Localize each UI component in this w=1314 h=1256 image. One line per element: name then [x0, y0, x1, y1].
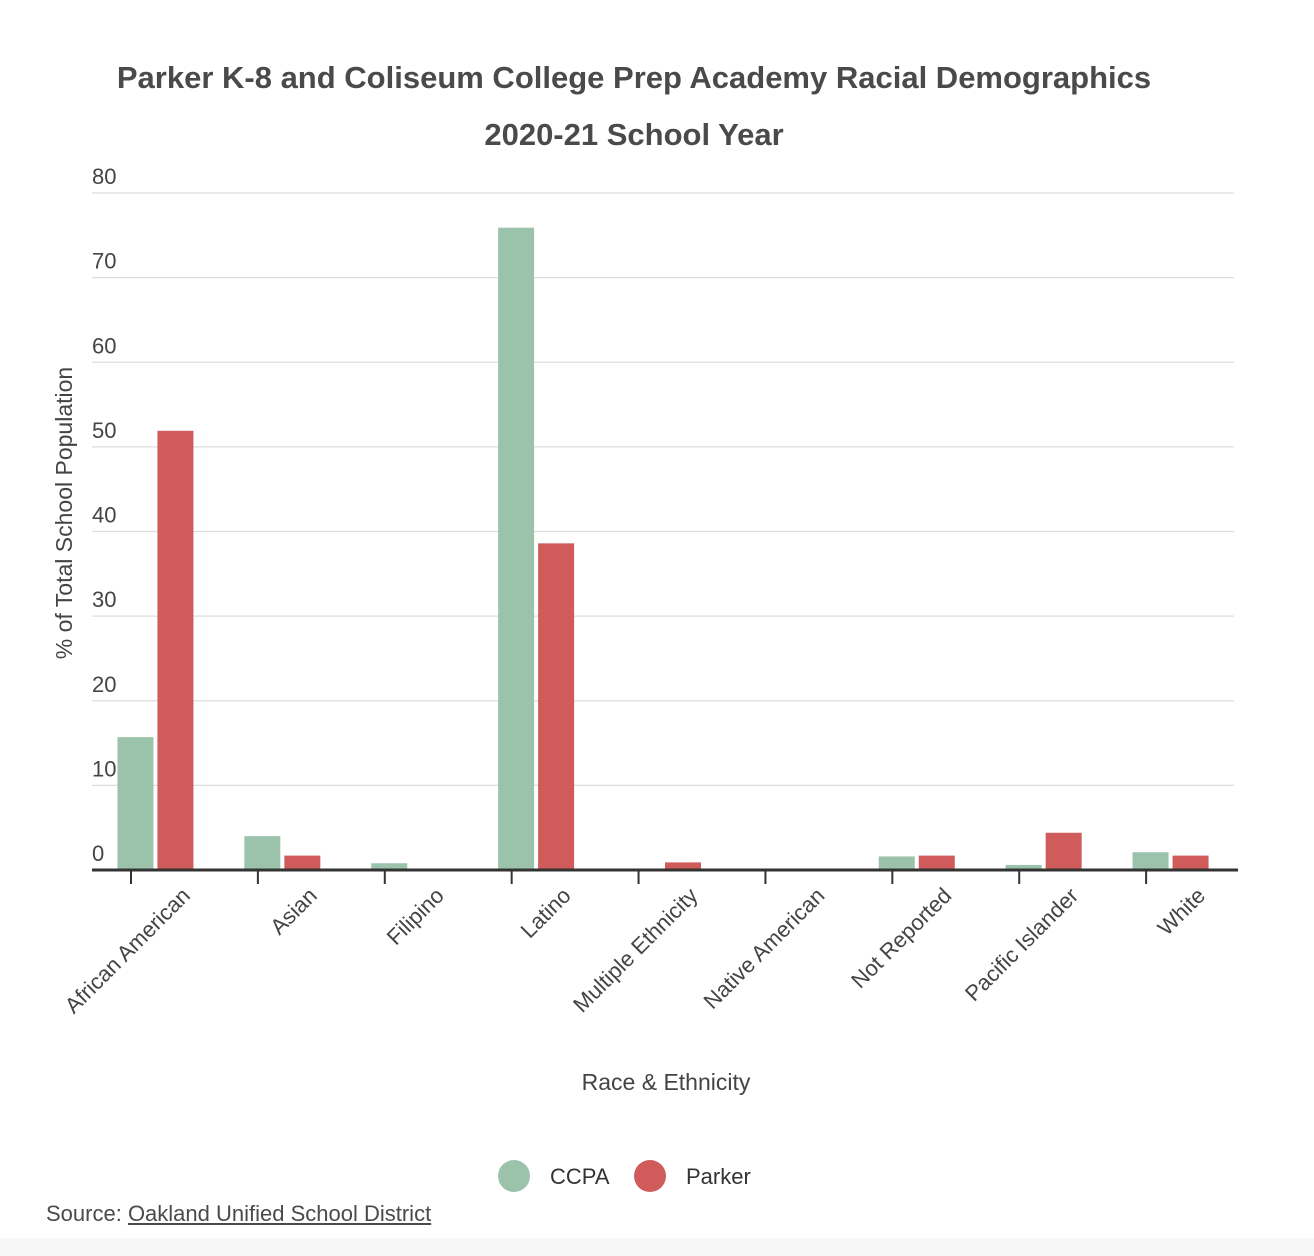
y-tick-label-70: 70 [92, 249, 116, 274]
bar-ccpa-latino [498, 227, 535, 871]
bar-parker-pacific-islander [1045, 832, 1082, 870]
legend-swatch-parker [634, 1160, 666, 1192]
y-tick-label-50: 50 [92, 418, 116, 443]
gridlines [92, 192, 1234, 786]
bar-ccpa-filipino [371, 863, 408, 870]
y-tick-label-10: 10 [92, 756, 116, 781]
x-axis [92, 868, 1238, 884]
bar-ccpa-african-american [117, 737, 154, 870]
source-link[interactable]: Oakland Unified School District [127, 1201, 432, 1226]
y-tick-label-40: 40 [92, 503, 116, 528]
x-tick-label-asian: Asian [265, 883, 322, 940]
x-tick-label-multiple-ethnicity: Multiple Ethnicity [568, 883, 702, 1017]
y-tick-label-60: 60 [92, 333, 116, 358]
bar-parker-african-american [157, 430, 194, 870]
bar-ccpa-white [1132, 852, 1169, 870]
legend: CCPA Parker [498, 1160, 751, 1192]
legend-swatch-ccpa [498, 1160, 530, 1192]
bar-ccpa-not-reported [878, 856, 915, 870]
y-tick-label-20: 20 [92, 672, 116, 697]
y-axis-title: % of Total School Population [51, 367, 77, 659]
bars [117, 227, 1209, 871]
legend-label-ccpa: CCPA [550, 1164, 610, 1189]
page-bottom-band [0, 1238, 1314, 1256]
bar-ccpa-pacific-islander [1005, 864, 1042, 870]
bar-parker-white [1172, 855, 1209, 870]
bar-parker-latino [538, 543, 575, 870]
bar-ccpa-asian [244, 836, 281, 870]
x-axis-tick-labels: African American Asian Filipino LatinoMulti… [60, 883, 1210, 1018]
x-tick-label-white: White [1153, 883, 1210, 940]
x-tick-label-not-reported: Not Reported [846, 883, 956, 993]
bar-parker-multiple-ethnicity [665, 862, 701, 870]
x-tick-label-filipino: Filipino [382, 883, 449, 950]
x-tick-label-latino: Latino [516, 883, 576, 943]
source-line: Source: Oakland Unified School District [46, 1201, 431, 1227]
x-tick-label-pacific-islander: Pacific Islander [960, 883, 1083, 1006]
bar-parker-asian [284, 855, 321, 870]
x-axis-title: Race & Ethnicity [582, 1069, 751, 1095]
x-tick-label-african-american: African American [60, 883, 195, 1018]
y-tick-label-0: 0 [92, 841, 104, 866]
x-tick-label-native-american: Native American [698, 883, 829, 1014]
y-axis-ticks: 0 10 20 30 40 50 60 70 80 [92, 164, 116, 866]
y-tick-label-30: 30 [92, 587, 116, 612]
y-tick-label-80: 80 [92, 164, 116, 189]
bar-parker-not-reported [918, 855, 955, 870]
source-label: Source: [46, 1201, 128, 1226]
chart-title-line-1: Parker K-8 and Coliseum College Prep Aca… [117, 60, 1151, 95]
legend-label-parker: Parker [686, 1164, 751, 1189]
chart-title-line-2: 2020-21 School Year [484, 117, 783, 152]
